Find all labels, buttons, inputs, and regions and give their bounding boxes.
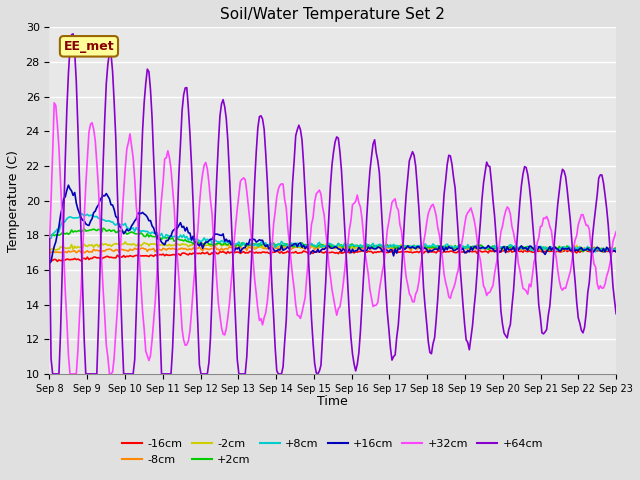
+8cm [45, 236, 53, 241]
-2cm [612, 246, 620, 252]
+32cm [45, 243, 53, 249]
-16cm [244, 250, 252, 256]
-2cm [122, 239, 129, 245]
+8cm [244, 241, 252, 247]
+16cm [612, 249, 620, 255]
+2cm [235, 242, 243, 248]
Line: +32cm: +32cm [49, 103, 616, 374]
+32cm [51, 100, 58, 106]
+2cm [216, 240, 224, 246]
-8cm [244, 244, 252, 250]
-8cm [257, 243, 265, 249]
-2cm [45, 247, 53, 252]
+8cm [612, 246, 620, 252]
Line: +2cm: +2cm [49, 228, 616, 252]
Line: +8cm: +8cm [49, 214, 616, 252]
+8cm [235, 239, 243, 245]
Line: +16cm: +16cm [49, 185, 616, 264]
-16cm [45, 257, 53, 263]
+64cm [246, 291, 254, 297]
-16cm [54, 259, 61, 264]
+64cm [612, 311, 620, 316]
X-axis label: Time: Time [317, 395, 348, 408]
+64cm [118, 333, 126, 338]
+64cm [218, 101, 225, 107]
Title: Soil/Water Temperature Set 2: Soil/Water Temperature Set 2 [220, 7, 445, 22]
+2cm [116, 228, 124, 234]
-16cm [216, 249, 224, 255]
+16cm [216, 232, 224, 238]
-2cm [244, 242, 252, 248]
+2cm [45, 233, 53, 239]
+64cm [69, 31, 77, 37]
-16cm [295, 250, 303, 256]
-2cm [115, 240, 123, 246]
-16cm [562, 247, 570, 252]
-2cm [216, 241, 224, 247]
+64cm [296, 127, 304, 132]
+8cm [592, 249, 600, 255]
-2cm [295, 243, 303, 249]
+2cm [612, 245, 620, 251]
+16cm [65, 182, 72, 188]
+32cm [246, 218, 254, 224]
+16cm [582, 247, 590, 252]
+64cm [237, 371, 244, 377]
+8cm [295, 243, 303, 249]
-16cm [584, 249, 591, 254]
+16cm [244, 242, 252, 248]
-8cm [612, 247, 620, 252]
-2cm [582, 246, 590, 252]
+32cm [118, 214, 126, 219]
+16cm [45, 261, 53, 266]
-8cm [116, 247, 124, 252]
+2cm [584, 247, 591, 253]
+8cm [582, 246, 590, 252]
-8cm [216, 248, 224, 253]
Line: -2cm: -2cm [49, 242, 616, 251]
+16cm [116, 224, 124, 230]
+2cm [99, 225, 107, 231]
-16cm [235, 250, 243, 255]
Line: -16cm: -16cm [49, 250, 616, 262]
-8cm [81, 250, 88, 256]
-2cm [235, 242, 243, 248]
+64cm [584, 290, 591, 296]
Y-axis label: Temperature (C): Temperature (C) [7, 150, 20, 252]
-8cm [45, 249, 53, 255]
+32cm [237, 178, 244, 184]
+32cm [296, 315, 304, 321]
Text: EE_met: EE_met [63, 40, 115, 53]
+32cm [584, 222, 591, 228]
+8cm [77, 211, 85, 216]
Legend: -16cm, -8cm, -2cm, +2cm, +8cm, +16cm, +32cm, +64cm: -16cm, -8cm, -2cm, +2cm, +8cm, +16cm, +3… [118, 435, 548, 469]
+16cm [295, 241, 303, 247]
+2cm [295, 243, 303, 249]
+8cm [216, 240, 224, 245]
+16cm [235, 244, 243, 250]
-8cm [235, 245, 243, 251]
+64cm [49, 371, 56, 377]
+2cm [579, 249, 587, 254]
+32cm [612, 229, 620, 235]
-16cm [612, 248, 620, 253]
+2cm [244, 241, 252, 247]
Line: +64cm: +64cm [49, 34, 616, 374]
+64cm [45, 236, 53, 241]
+8cm [116, 222, 124, 228]
Line: -8cm: -8cm [49, 246, 616, 253]
-8cm [296, 243, 304, 249]
+32cm [218, 325, 225, 331]
-16cm [116, 254, 124, 260]
-2cm [603, 248, 611, 253]
-8cm [584, 247, 591, 253]
+32cm [66, 371, 74, 377]
